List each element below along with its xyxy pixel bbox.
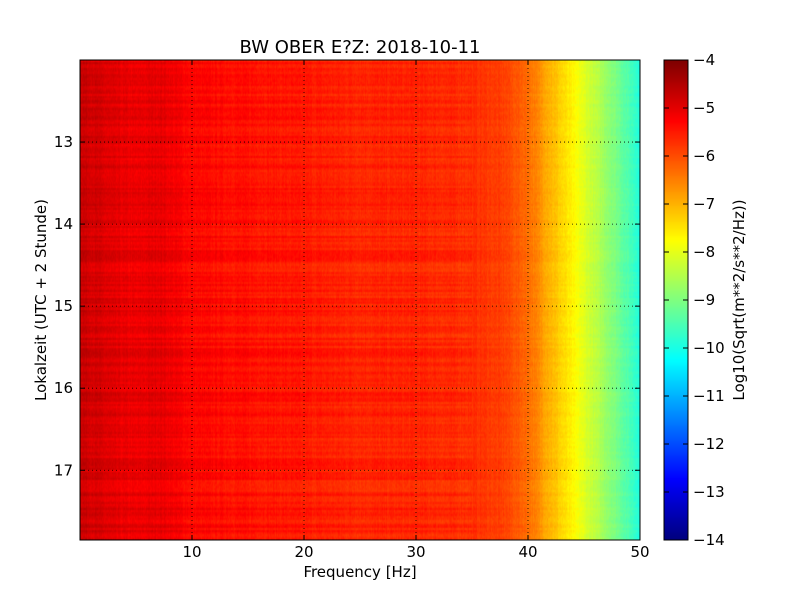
x-axis-label: Frequency [Hz]: [303, 563, 416, 581]
x-tick-label: 50: [630, 543, 649, 561]
x-tick-label: 40: [518, 543, 537, 561]
colorbar-tick-label: −10: [693, 339, 725, 357]
y-tick-label: 16: [54, 379, 73, 397]
colorbar: −4 −5 −6 −7 −8 −9 −10 −11 −12 −13 −14: [663, 51, 725, 549]
colorbar-tick-label: −7: [693, 195, 715, 213]
colorbar-tick-label: −14: [693, 531, 725, 549]
colorbar-tick-label: −9: [693, 291, 715, 309]
y-tick-label: 17: [54, 461, 73, 479]
colorbar-tick-label: −4: [693, 51, 715, 69]
colorbar-tick-label: −6: [693, 147, 715, 165]
y-axis-ticks: 13 14 15 16 17: [54, 133, 640, 479]
colorbar-ticks: −4 −5 −6 −7 −8 −9 −10 −11 −12 −13 −14: [664, 51, 725, 549]
chart-title: BW OBER E?Z: 2018-10-11: [240, 37, 481, 58]
x-axis-ticks: 10 20 30 40 50: [182, 60, 650, 561]
y-tick-label: 14: [54, 215, 73, 233]
colorbar-label: Log10(Sqrt(m**2/s**2/Hz)): [730, 199, 748, 400]
x-tick-label: 30: [406, 543, 425, 561]
y-tick-label: 13: [54, 133, 73, 151]
colorbar-tick-label: −13: [693, 483, 725, 501]
x-tick-label: 20: [294, 543, 313, 561]
grid-lines: [80, 60, 640, 540]
plot-frame: [79, 59, 641, 541]
colorbar-tick-label: −11: [693, 387, 725, 405]
y-tick-label: 15: [54, 297, 73, 315]
y-axis-label: Lokalzeit (UTC + 2 Stunde): [32, 199, 50, 401]
colorbar-tick-label: −12: [693, 435, 725, 453]
plot-area: 10 20 30 40 50 13 14 15 16 17: [54, 59, 650, 561]
colorbar-tick-label: −5: [693, 99, 715, 117]
colorbar-tick-label: −8: [693, 243, 715, 261]
spectrogram-heatmap: [80, 60, 640, 540]
x-tick-label: 10: [182, 543, 201, 561]
